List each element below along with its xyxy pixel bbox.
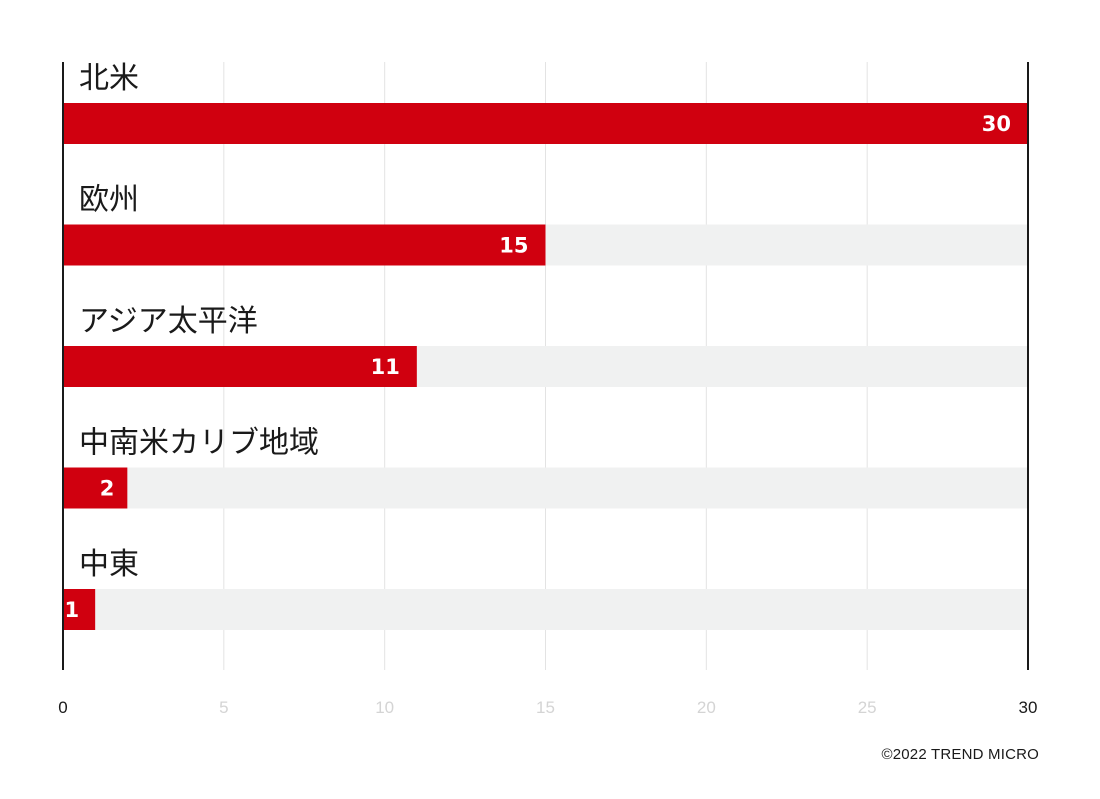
bar-track [63, 467, 1028, 509]
x-tick-label: 25 [858, 698, 877, 717]
x-tick-label: 30 [1019, 698, 1038, 717]
data-label: 15 [499, 234, 528, 258]
category-label: 北米 [79, 61, 139, 96]
data-label: 2 [100, 477, 115, 501]
bars [63, 103, 1028, 630]
x-tick-label: 20 [697, 698, 716, 717]
category-label: 欧州 [79, 183, 139, 218]
value-labels: 30 15 11 2 1 [65, 112, 1011, 622]
data-label: 1 [65, 598, 80, 622]
axes [62, 62, 1029, 670]
x-tick-label: 0 [58, 698, 67, 717]
copyright-text: ©2022 TREND MICRO [881, 746, 1039, 763]
category-label: 中南米カリブ地域 [79, 426, 319, 461]
category-label: アジア太平洋 [79, 304, 258, 339]
data-label: 30 [982, 112, 1011, 136]
data-label: 11 [371, 355, 400, 379]
x-tick-label: 10 [375, 698, 394, 717]
bar-track [63, 589, 1028, 630]
bar [63, 103, 1028, 144]
x-tick-labels: 0 5 10 15 20 25 30 [58, 698, 1037, 717]
bar [63, 224, 546, 266]
x-tick-label: 5 [219, 698, 228, 717]
x-tick-label: 15 [536, 698, 555, 717]
bar [63, 589, 96, 630]
bar [63, 346, 417, 387]
bar [63, 467, 128, 509]
category-label: 中東 [79, 547, 139, 582]
